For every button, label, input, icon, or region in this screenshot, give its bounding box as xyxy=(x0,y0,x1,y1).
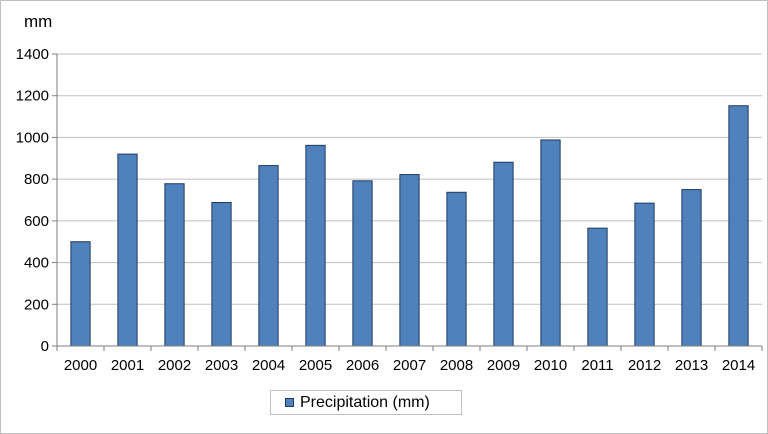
x-tick-label: 2013 xyxy=(675,357,708,374)
x-tick-label: 2012 xyxy=(628,357,661,374)
x-tick-label: 2007 xyxy=(393,357,426,374)
x-tick-label: 2010 xyxy=(534,357,567,374)
legend-label: Precipitation (mm) xyxy=(300,393,430,411)
y-tick-label: 200 xyxy=(24,296,49,313)
bar-2008 xyxy=(446,191,467,347)
y-tick-label: 800 xyxy=(24,171,49,188)
bar-2010 xyxy=(540,139,561,347)
bar-2006 xyxy=(352,180,373,347)
x-tick-label: 2006 xyxy=(346,357,379,374)
x-tick-label: 2009 xyxy=(487,357,520,374)
bar-2000 xyxy=(70,241,91,347)
bar-2003 xyxy=(211,202,232,347)
x-tick-label: 2000 xyxy=(64,357,97,374)
y-tick-label: 1400 xyxy=(16,46,49,63)
x-tick-label: 2001 xyxy=(111,357,144,374)
bar-2001 xyxy=(117,153,138,347)
x-tick-label: 2014 xyxy=(722,357,755,374)
y-tick-label: 1000 xyxy=(16,129,49,146)
x-axis-ticks: 2000 2001 2002 2003 2004 2005 2006 2007 2008 2009… xyxy=(56,346,763,374)
bar-2002 xyxy=(164,183,185,347)
bar-2009 xyxy=(493,161,514,347)
legend: Precipitation (mm) xyxy=(270,390,462,415)
y-tick-label: 1200 xyxy=(16,88,49,105)
x-tick-label: 2004 xyxy=(252,357,285,374)
x-tick-label: 2005 xyxy=(299,357,332,374)
y-axis-ticks: 0 200 400 600 800 1000 1200 1400 xyxy=(16,46,49,355)
x-tick-label: 2002 xyxy=(158,357,191,374)
x-tick-label: 2008 xyxy=(440,357,473,374)
y-tick-label: 0 xyxy=(41,338,49,355)
y-axis-unit-label: mm xyxy=(24,12,52,31)
legend-swatch xyxy=(285,398,294,407)
y-tick-label: 600 xyxy=(24,213,49,230)
bar-2005 xyxy=(305,144,326,347)
bar-2011 xyxy=(587,227,608,347)
bars xyxy=(70,105,749,347)
bar-2012 xyxy=(634,202,655,347)
bar-2004 xyxy=(258,165,279,347)
bar-2007 xyxy=(399,174,420,347)
y-tick-label: 400 xyxy=(24,255,49,272)
x-tick-label: 2003 xyxy=(205,357,238,374)
bar-2013 xyxy=(681,189,702,347)
x-tick-label: 2011 xyxy=(581,357,613,374)
bar-2014 xyxy=(728,105,749,347)
